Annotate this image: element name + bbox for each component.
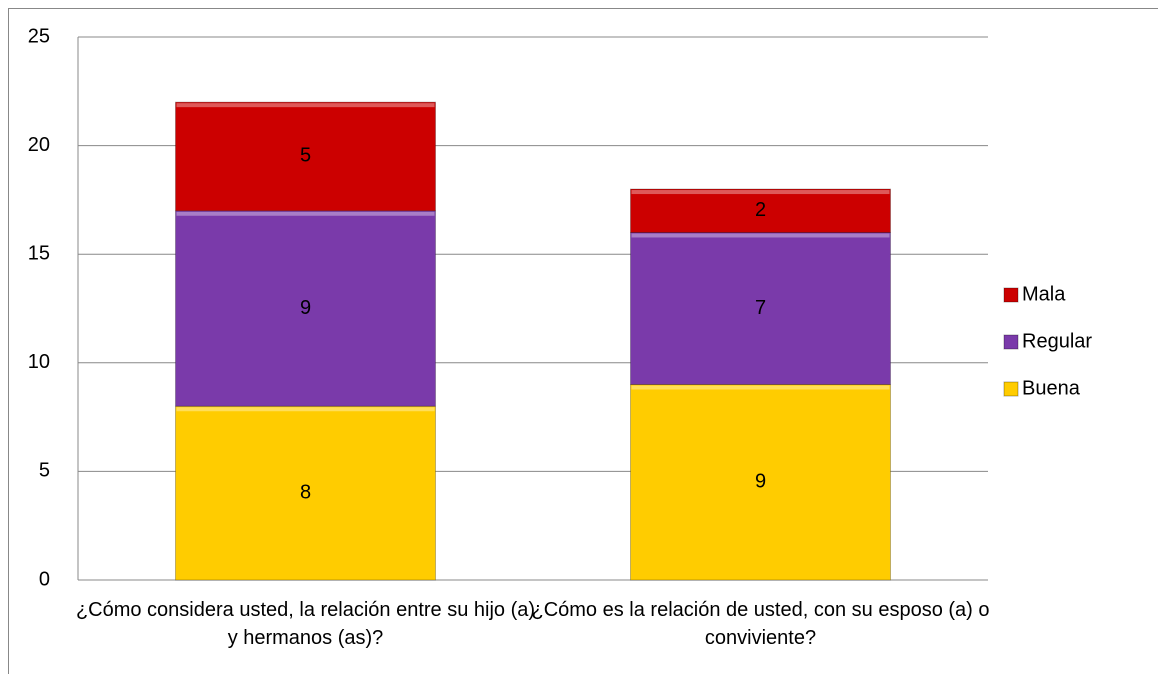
data-label: 9 (755, 471, 766, 493)
bar-segment (175, 101, 436, 212)
legend-label: Buena (1022, 377, 1081, 399)
data-label: 8 (300, 481, 311, 503)
y-tick-label: 10 (28, 351, 50, 373)
bar-highlight (631, 190, 890, 195)
x-tick-label: ¿Cómo considera usted, la relación entre… (75, 599, 536, 649)
y-tick-label: 20 (28, 134, 50, 156)
bar-highlight (631, 385, 890, 390)
legend-label: Regular (1022, 330, 1092, 352)
data-label: 5 (300, 145, 311, 167)
chart-border (8, 8, 1158, 674)
data-label: 9 (300, 297, 311, 319)
bar-segment (175, 210, 436, 407)
legend-swatch (1003, 334, 1019, 350)
bar-segment (175, 405, 436, 581)
bar-highlight (631, 233, 890, 238)
data-label: 7 (755, 297, 766, 319)
legend-label: Mala (1022, 283, 1066, 305)
x-tick-label: ¿Cómo es la relación de usted, con su es… (531, 599, 990, 649)
bar-highlight (176, 103, 435, 108)
y-tick-label: 5 (39, 460, 50, 482)
y-tick-label: 15 (28, 242, 50, 264)
y-tick-label: 0 (39, 568, 50, 590)
bar-segment (630, 188, 891, 233)
y-tick-label: 25 (28, 25, 50, 47)
bar-highlight (176, 407, 435, 412)
data-label: 2 (755, 199, 766, 221)
legend-swatch (1003, 287, 1019, 303)
legend-swatch (1003, 381, 1019, 397)
bar-highlight (176, 211, 435, 216)
